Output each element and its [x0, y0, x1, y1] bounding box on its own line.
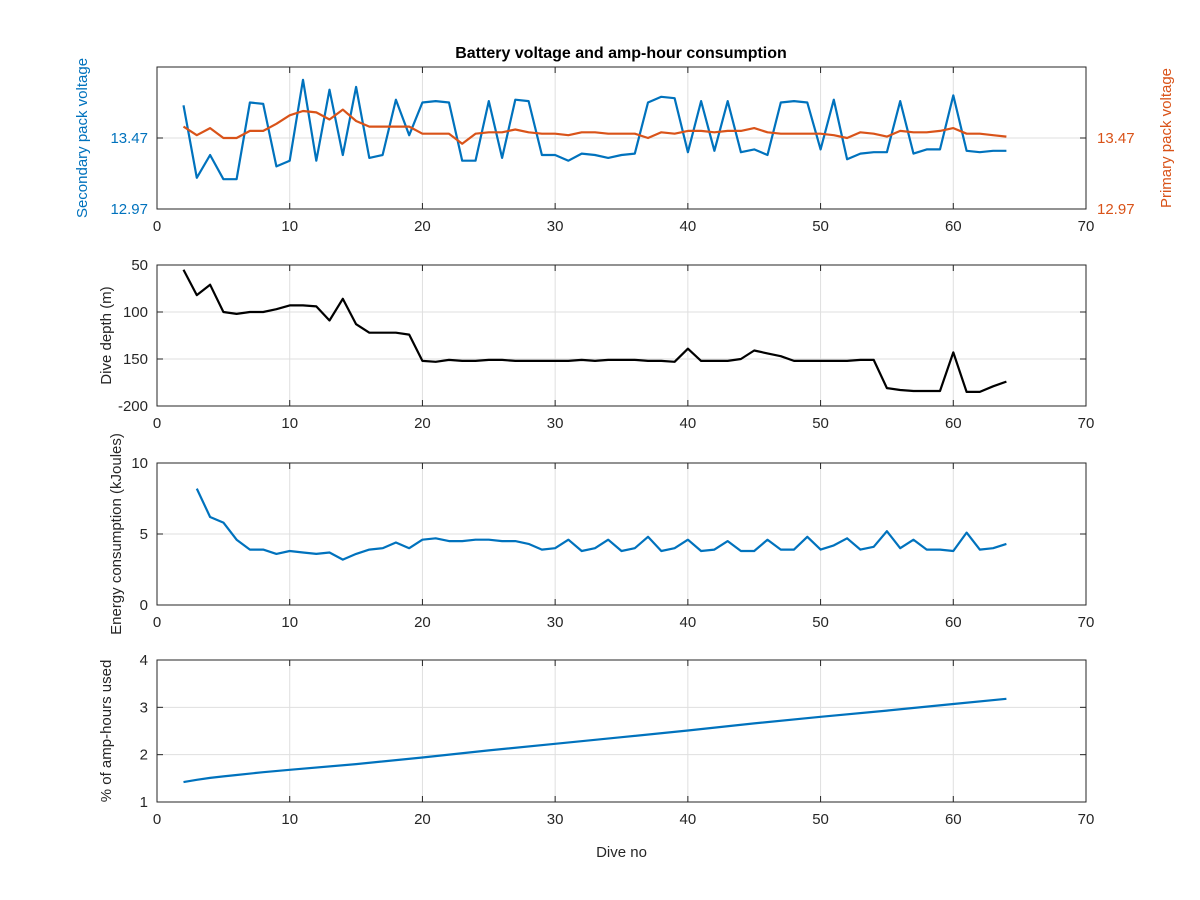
y-tick-label: 50 [131, 257, 148, 274]
y-axis-label: % of amp-hours used [98, 660, 115, 803]
x-tick-label: 10 [281, 811, 298, 828]
y-tick-label: 150 [123, 351, 148, 368]
x-tick-label: 20 [414, 811, 431, 828]
axes-box [156, 264, 1087, 407]
x-tick-label: 20 [414, 218, 431, 235]
y-tick-label: 0 [140, 597, 148, 614]
y-tick-label: 1 [140, 794, 148, 811]
x-tick-label: 40 [680, 415, 697, 432]
x-tick-label: 20 [414, 614, 431, 631]
right-y-tick-label: 13.47 [1097, 130, 1135, 147]
panel-4: 0 10 20 30 40 50 60 70 1 2 3 4 % of amp-hours used Di… [98, 652, 1094, 861]
y-tick-label: -200 [118, 398, 148, 415]
x-tick-label: 50 [812, 415, 829, 432]
x-tick-label: 30 [547, 614, 564, 631]
y-tick-label: 3 [140, 699, 148, 716]
x-tick-label: 20 [414, 415, 431, 432]
x-tick-label: 0 [153, 218, 161, 235]
x-tick-label: 50 [812, 218, 829, 235]
right-y-tick-label: 12.97 [1097, 201, 1135, 218]
x-tick-label: 30 [547, 811, 564, 828]
series-line-primary [182, 108, 1007, 145]
y-axis-label: Dive depth (m) [98, 286, 115, 384]
x-tick-label: 70 [1078, 415, 1095, 432]
x-tick-label: 70 [1078, 811, 1095, 828]
y-tick-label: 100 [123, 304, 148, 321]
series-line-main [183, 697, 1007, 784]
x-tick-label: 60 [945, 218, 962, 235]
x-tick-label: 10 [281, 415, 298, 432]
x-tick-label: 70 [1078, 218, 1095, 235]
right-y-axis-label: Primary pack voltage [1158, 68, 1175, 208]
x-tick-label: 40 [680, 218, 697, 235]
x-tick-label: 0 [153, 415, 161, 432]
x-tick-label: 70 [1078, 614, 1095, 631]
series-line-main [182, 269, 1007, 393]
x-axis-label: Dive no [596, 844, 647, 861]
panel-3: 0 10 20 30 40 50 60 70 0 5 10 Energy consumption (k… [108, 433, 1094, 635]
y-tick-label: 12.97 [110, 201, 148, 218]
y-tick-label: 4 [140, 652, 148, 669]
y-tick-label: 5 [140, 526, 148, 543]
x-tick-label: 50 [812, 614, 829, 631]
x-tick-label: 60 [945, 614, 962, 631]
x-tick-label: 10 [281, 614, 298, 631]
x-tick-label: 50 [812, 811, 829, 828]
y-axis-label: Energy consumption (kJoules) [108, 433, 125, 635]
x-tick-label: 0 [153, 614, 161, 631]
y-axis-label: Secondary pack voltage [74, 58, 91, 218]
x-tick-label: 30 [547, 218, 564, 235]
x-tick-label: 0 [153, 811, 161, 828]
x-tick-label: 60 [945, 811, 962, 828]
figure-title: Battery voltage and amp-hour consumption [455, 45, 787, 62]
x-tick-label: 40 [680, 811, 697, 828]
axes-box [156, 659, 1087, 803]
x-tick-label: 10 [281, 218, 298, 235]
series-line-secondary [182, 78, 1007, 181]
y-tick-label: 10 [131, 455, 148, 472]
x-tick-label: 60 [945, 415, 962, 432]
x-tick-label: 30 [547, 415, 564, 432]
y-tick-label: 13.47 [110, 130, 148, 147]
x-tick-label: 40 [680, 614, 697, 631]
series-line-main [195, 488, 1007, 561]
y-tick-label: 2 [140, 747, 148, 764]
